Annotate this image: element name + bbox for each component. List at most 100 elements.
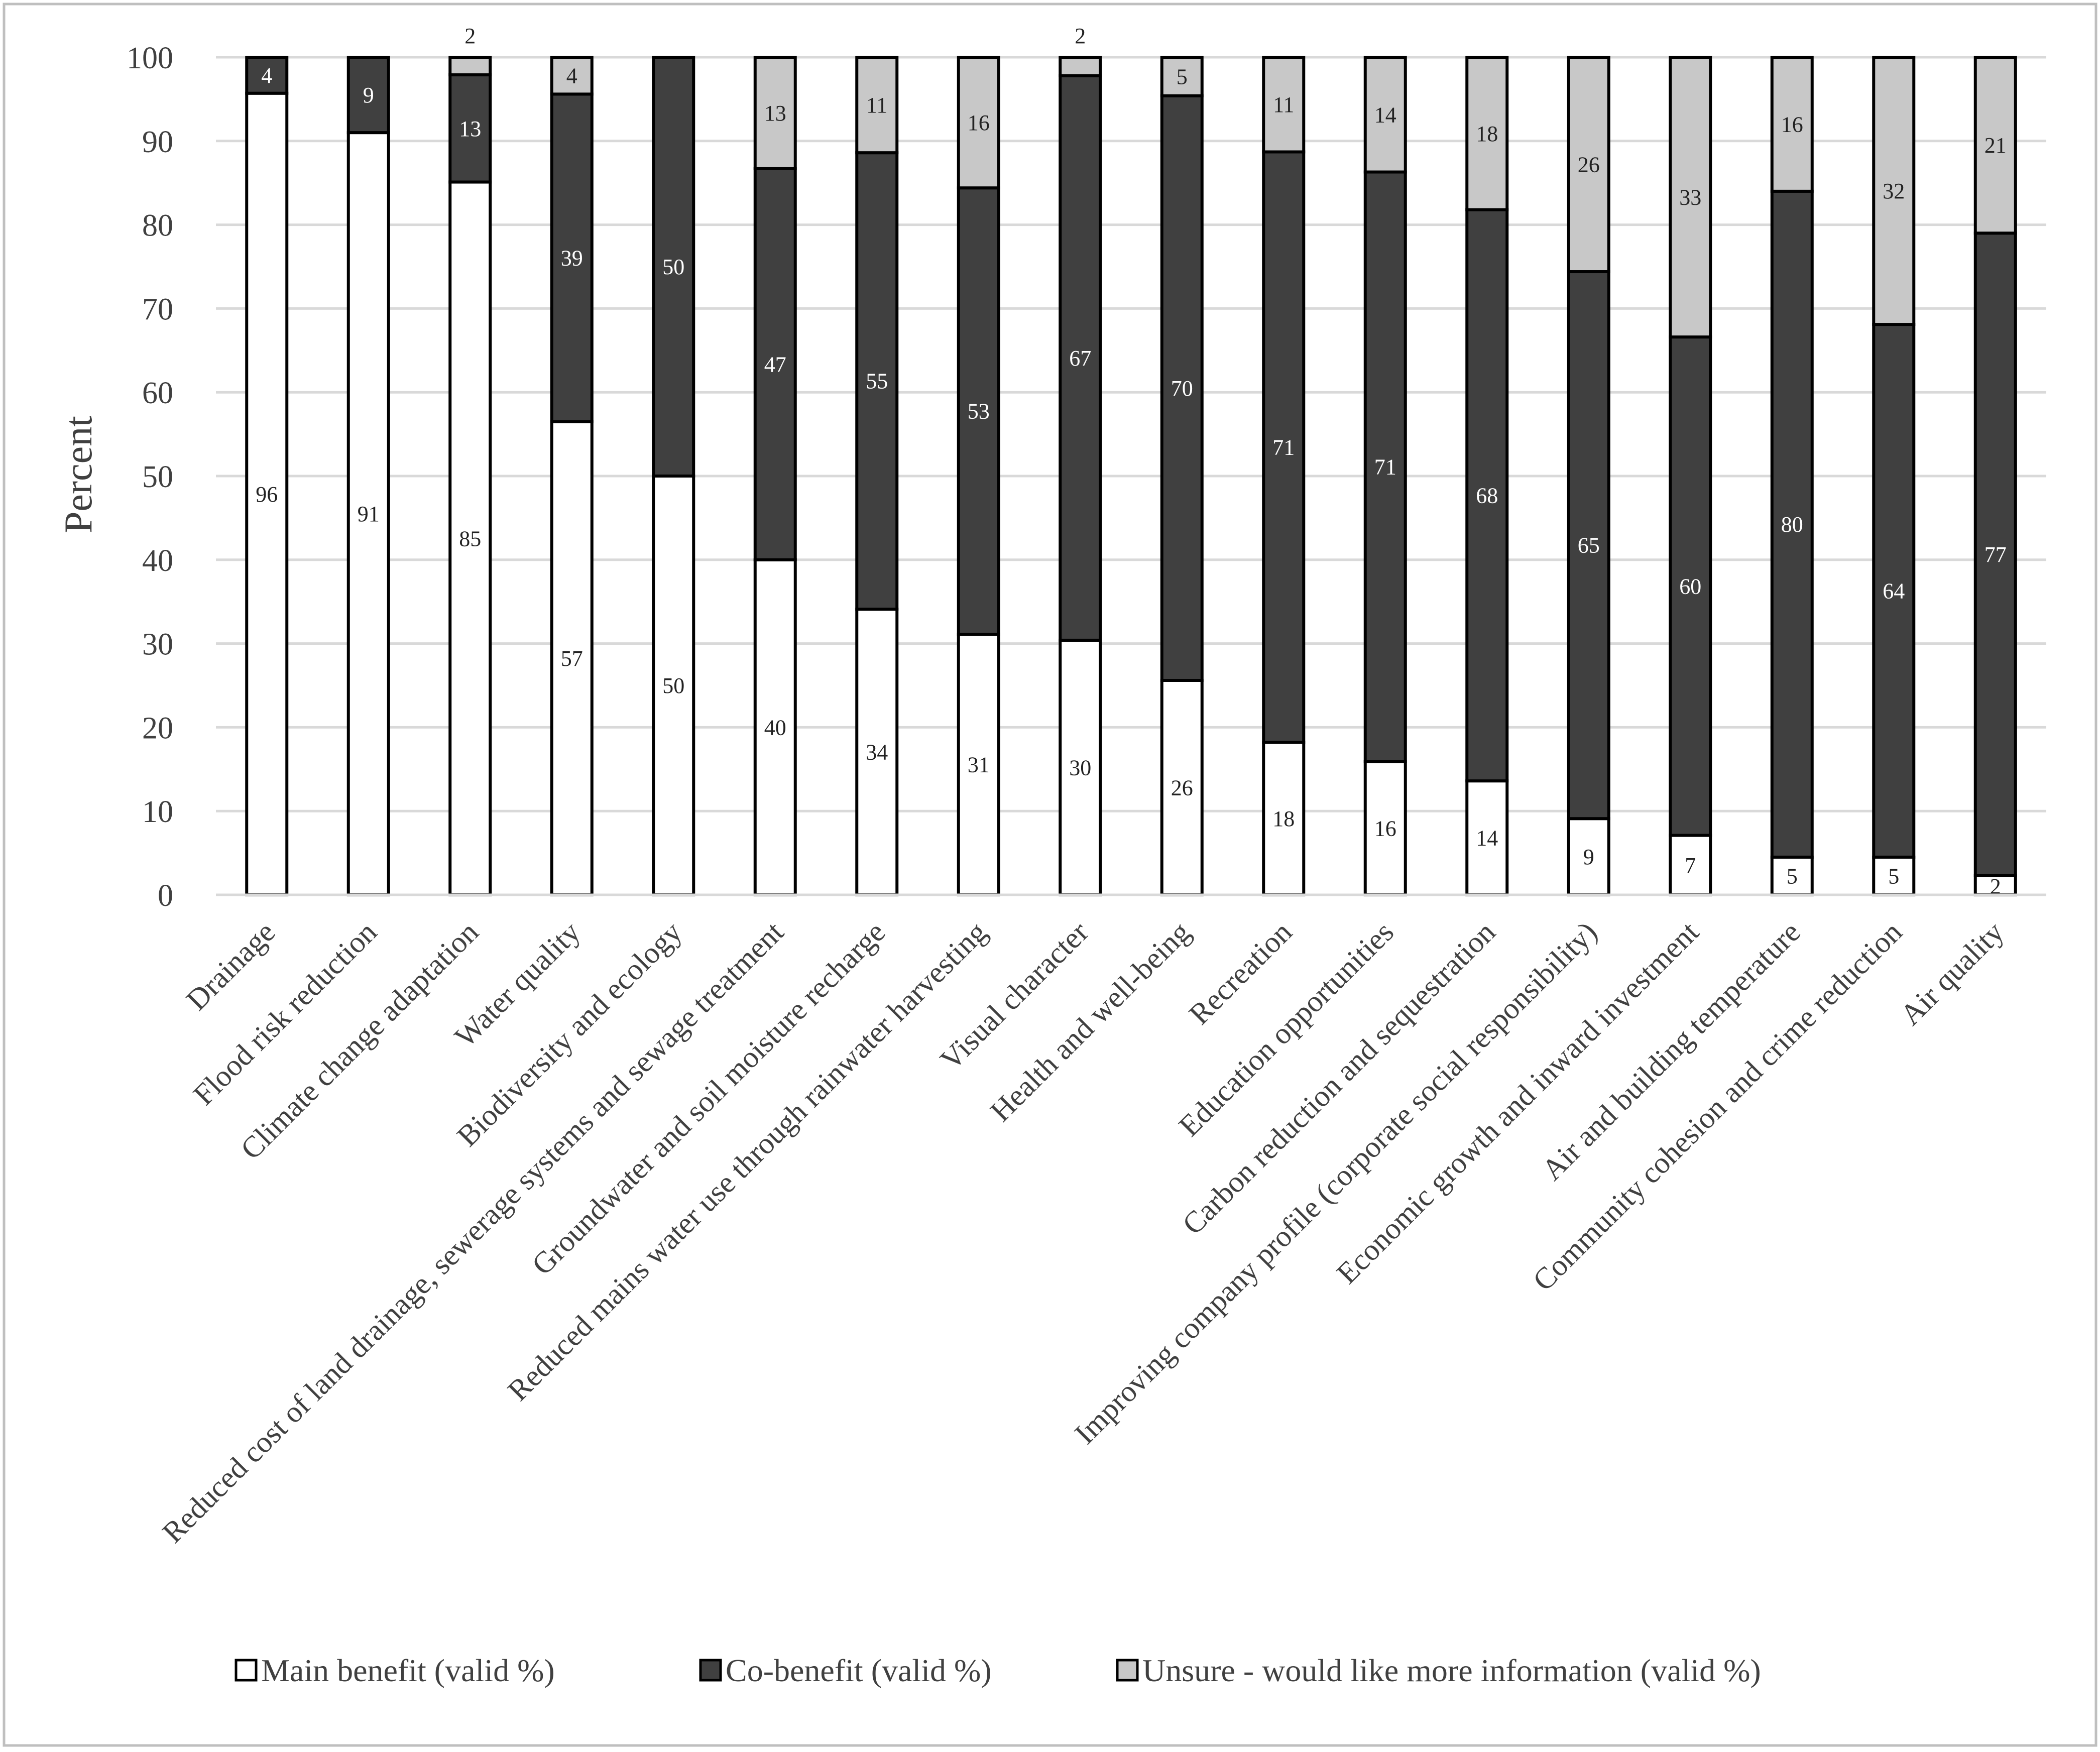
bars bbox=[245, 56, 2017, 897]
y-tick-label: 30 bbox=[142, 628, 173, 662]
bar-segment bbox=[1363, 56, 1407, 174]
data-label: 60 bbox=[1679, 574, 1701, 599]
bar-segment bbox=[1567, 270, 1610, 821]
data-label: 5 bbox=[1177, 64, 1188, 89]
data-label: 18 bbox=[1272, 806, 1295, 831]
data-label: 18 bbox=[1476, 122, 1498, 146]
bar-segment bbox=[1872, 323, 1916, 859]
legend-label: Co-benefit (valid %) bbox=[726, 1653, 992, 1688]
data-label: 16 bbox=[968, 110, 990, 135]
data-labels: 9649198513257394505040471334551131531630… bbox=[256, 24, 2007, 899]
legend-label: Unsure - would like more information (va… bbox=[1142, 1653, 1761, 1688]
bar-segment bbox=[245, 56, 289, 95]
data-label: 57 bbox=[561, 646, 583, 671]
data-label: 77 bbox=[1985, 542, 2007, 567]
bar-segment bbox=[1059, 56, 1102, 77]
data-label: 33 bbox=[1679, 185, 1701, 210]
legend-swatch bbox=[1116, 1659, 1139, 1682]
data-label: 71 bbox=[1374, 455, 1396, 480]
bar-segment bbox=[448, 180, 492, 897]
data-label: 40 bbox=[764, 715, 786, 740]
data-label: 31 bbox=[968, 753, 990, 777]
y-tick-label: 50 bbox=[142, 460, 173, 494]
data-label: 85 bbox=[459, 526, 481, 551]
data-label: 39 bbox=[561, 246, 583, 270]
bar-segment bbox=[1465, 56, 1509, 211]
y-tick-label: 0 bbox=[158, 879, 173, 913]
data-label: 14 bbox=[1374, 102, 1396, 127]
data-label: 65 bbox=[1578, 533, 1600, 558]
bar-segment bbox=[550, 420, 594, 896]
data-label: 34 bbox=[866, 740, 888, 765]
data-label: 70 bbox=[1171, 376, 1193, 401]
data-label: 13 bbox=[764, 101, 786, 126]
bar-segment bbox=[855, 56, 899, 155]
data-label: 9 bbox=[363, 83, 374, 107]
data-label: 11 bbox=[1273, 92, 1294, 117]
y-tick-label: 60 bbox=[142, 376, 173, 410]
bar-segment bbox=[652, 56, 695, 478]
data-label: 5 bbox=[1787, 864, 1798, 888]
data-label: 91 bbox=[358, 502, 380, 526]
data-label: 47 bbox=[764, 352, 786, 377]
data-label: 11 bbox=[866, 93, 887, 118]
y-tick-label: 80 bbox=[142, 209, 173, 243]
data-label: 9 bbox=[1583, 845, 1594, 869]
bar-segment bbox=[957, 56, 1000, 190]
bar-segment bbox=[550, 56, 594, 96]
data-label: 21 bbox=[1985, 133, 2007, 158]
bar-segment bbox=[1262, 741, 1306, 896]
legend-swatch bbox=[235, 1659, 258, 1682]
data-label: 14 bbox=[1476, 826, 1498, 851]
y-tick-label: 40 bbox=[142, 544, 173, 578]
bar-segment bbox=[753, 56, 797, 170]
bar-segment bbox=[1973, 56, 2017, 235]
bar-segment bbox=[1567, 56, 1610, 274]
data-label: 30 bbox=[1069, 755, 1091, 780]
bar-segment bbox=[448, 73, 492, 184]
data-label: 67 bbox=[1069, 346, 1091, 371]
bar-segment bbox=[1262, 150, 1306, 744]
data-label: 16 bbox=[1374, 816, 1396, 841]
data-label: 2 bbox=[464, 24, 476, 48]
bar-segment bbox=[448, 56, 492, 77]
data-label: 32 bbox=[1883, 179, 1905, 203]
y-tick-label: 90 bbox=[142, 125, 173, 159]
y-tick-label: 10 bbox=[142, 795, 173, 829]
data-label: 50 bbox=[662, 255, 684, 279]
bar-segment bbox=[346, 131, 390, 896]
gridlines bbox=[216, 56, 2046, 812]
data-label: 71 bbox=[1272, 435, 1295, 459]
legend-label: Main benefit (valid %) bbox=[261, 1653, 555, 1688]
bar-segment bbox=[1770, 56, 1814, 193]
bar-segment bbox=[1872, 56, 1916, 326]
data-label: 53 bbox=[968, 399, 990, 424]
y-axis-title: Percent bbox=[56, 416, 100, 533]
data-label: 68 bbox=[1476, 483, 1498, 508]
data-label: 26 bbox=[1171, 775, 1193, 800]
data-label: 2 bbox=[1075, 24, 1086, 48]
data-label: 64 bbox=[1883, 579, 1905, 604]
bar-segment bbox=[1669, 56, 1712, 339]
y-tick-label: 70 bbox=[142, 292, 173, 326]
legend-swatch bbox=[699, 1659, 722, 1682]
bar-segment bbox=[1160, 56, 1204, 97]
data-label: 7 bbox=[1685, 853, 1696, 878]
data-label: 26 bbox=[1578, 153, 1600, 177]
bar-segment bbox=[1160, 94, 1204, 682]
bar-segment bbox=[1770, 855, 1814, 896]
bar-segment bbox=[1973, 231, 2017, 877]
bar-segment bbox=[1669, 335, 1712, 837]
data-label: 80 bbox=[1781, 512, 1803, 537]
legend: Main benefit (valid %) Co-benefit (valid … bbox=[235, 1653, 1761, 1688]
bar-segment bbox=[652, 475, 695, 896]
data-label: 5 bbox=[1888, 864, 1899, 888]
data-label: 55 bbox=[866, 369, 888, 394]
data-label: 2 bbox=[1990, 874, 2001, 899]
bar-segment bbox=[550, 92, 594, 423]
data-label: 16 bbox=[1781, 112, 1803, 137]
data-label: 4 bbox=[261, 63, 272, 88]
bar-segment bbox=[346, 56, 390, 135]
y-tick-label: 20 bbox=[142, 711, 173, 745]
